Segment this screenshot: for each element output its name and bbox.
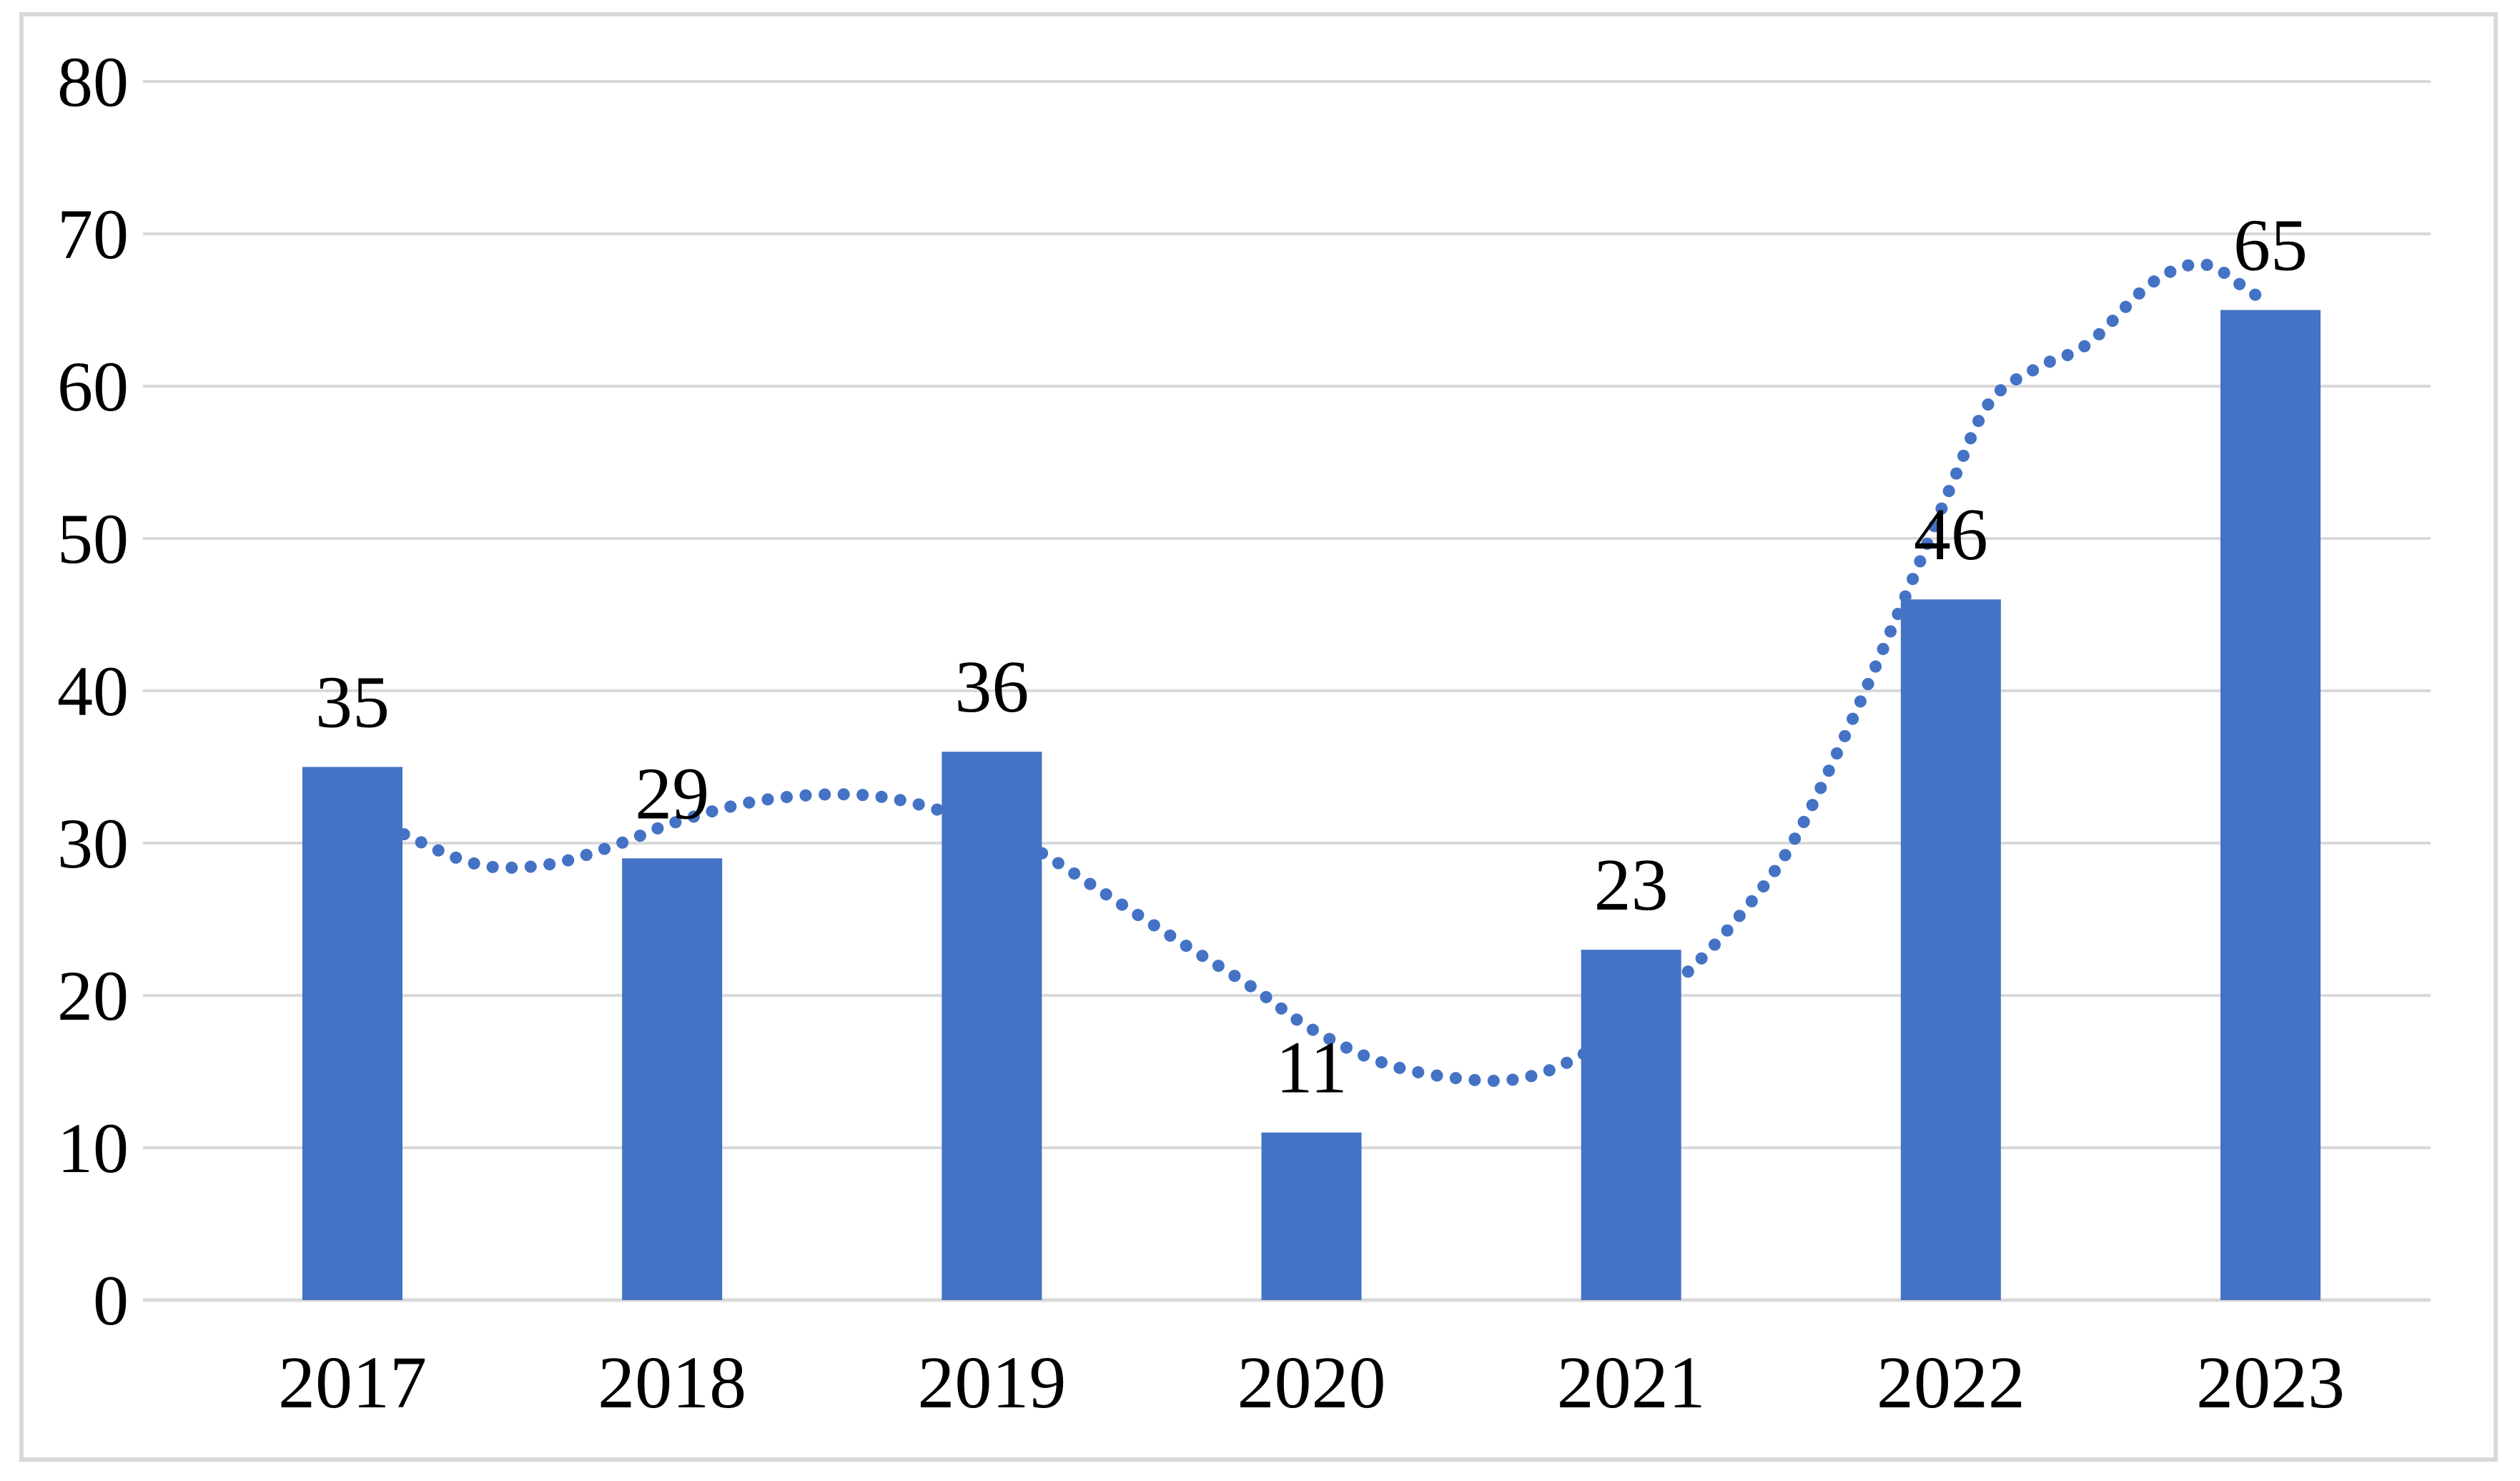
data-label-2017: 35 (315, 661, 390, 744)
figure-border (19, 12, 2498, 1462)
y-tick-label-80: 80 (57, 42, 129, 122)
x-tick-label-2022: 2022 (1877, 1342, 2025, 1424)
bars-group (302, 310, 2321, 1300)
bar-2022 (1900, 599, 2001, 1300)
bar-2021 (1581, 950, 1681, 1300)
y-axis-labels-group: 0 10 20 30 40 50 60 70 80 (57, 42, 129, 1340)
trendline-group (346, 257, 2277, 1087)
y-tick-label-10: 10 (57, 1108, 129, 1188)
y-tick-label-60: 60 (57, 347, 129, 426)
y-tick-label-30: 30 (57, 804, 129, 883)
y-tick-label-70: 70 (57, 195, 129, 274)
bar-2023 (2220, 310, 2321, 1300)
data-labels-group: 35 29 36 11 23 46 65 (315, 205, 2308, 1109)
x-axis-labels-group: 2017 2018 2019 2020 2021 2022 2023 (278, 1342, 2345, 1424)
bar-2017 (302, 767, 402, 1300)
x-tick-label-2017: 2017 (278, 1342, 427, 1424)
x-tick-label-2020: 2020 (1237, 1342, 1386, 1424)
y-tick-label-50: 50 (57, 499, 129, 579)
y-tick-label-40: 40 (57, 651, 129, 731)
dotted-trendline (346, 257, 2277, 1087)
x-tick-label-2018: 2018 (598, 1342, 746, 1424)
data-label-2018: 29 (635, 752, 709, 835)
data-label-2022: 46 (1914, 493, 1988, 576)
y-tick-label-20: 20 (57, 956, 129, 1035)
data-label-2020: 11 (1275, 1027, 1347, 1109)
x-tick-label-2021: 2021 (1557, 1342, 1706, 1424)
bar-2018 (622, 858, 723, 1300)
data-label-2021: 23 (1594, 844, 1669, 926)
data-label-2023: 65 (2233, 205, 2308, 287)
x-tick-label-2023: 2023 (2196, 1342, 2345, 1424)
y-tick-label-0: 0 (93, 1261, 129, 1340)
data-label-2019: 36 (954, 646, 1029, 728)
gridlines-group (143, 80, 2431, 1302)
figure-border-group (19, 12, 2498, 1462)
bar-2020 (1261, 1132, 1362, 1300)
x-tick-label-2019: 2019 (917, 1342, 1066, 1424)
bar-2019 (942, 752, 1042, 1300)
